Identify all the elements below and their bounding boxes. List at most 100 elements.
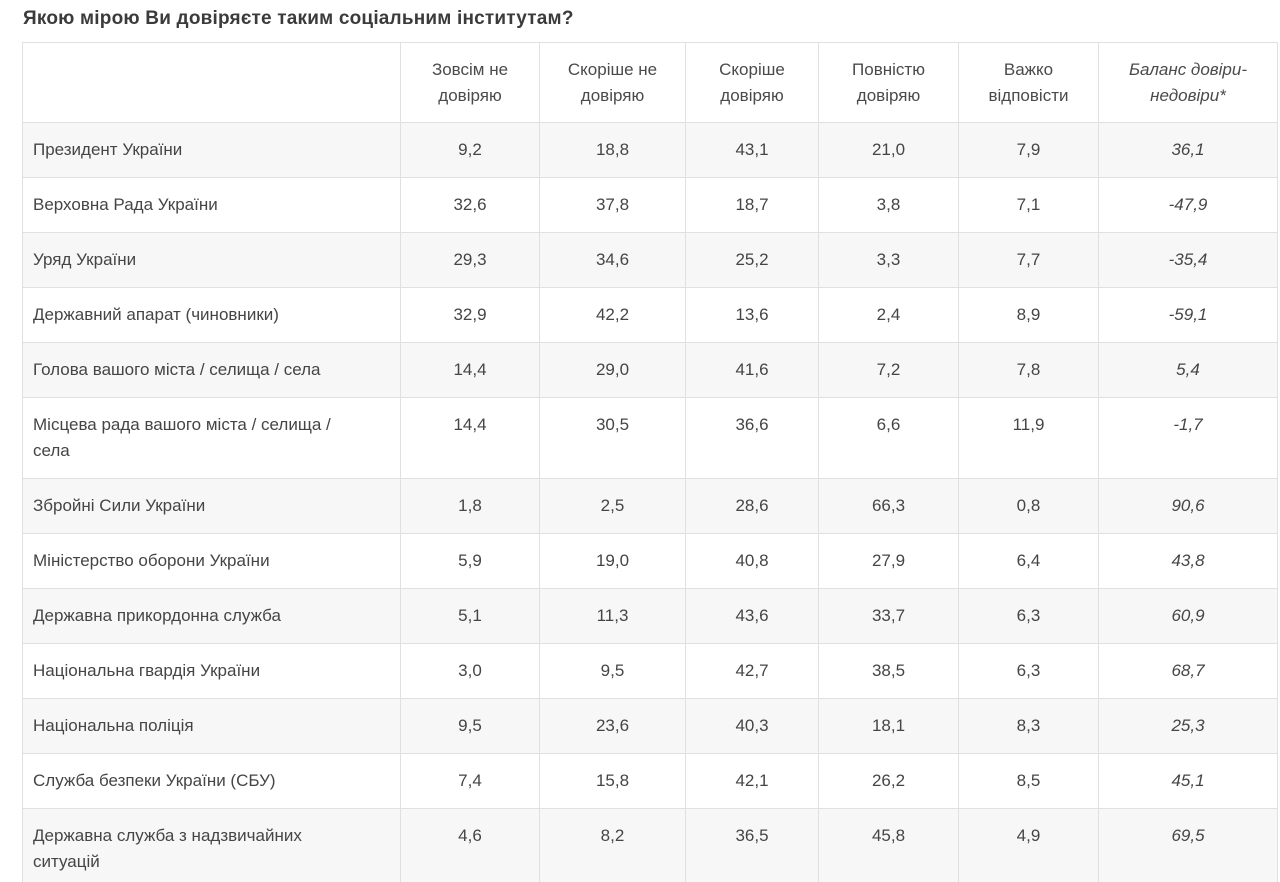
- value-cell: 34,6: [539, 232, 686, 288]
- value-cell: 4,9: [958, 808, 1099, 882]
- value-cell: 9,2: [400, 122, 540, 178]
- value-cell: 5,9: [400, 533, 540, 589]
- value-cell: 8,2: [539, 808, 686, 882]
- table-body: Президент України 9,2 18,8 43,1 21,0 7,9 36,1 В…: [22, 122, 1278, 882]
- header-cell-empty: [22, 42, 401, 123]
- table-row: Державна служба з надзвичайних ситуацій 4…: [22, 808, 1278, 882]
- row-label: Голова вашого міста / селища / села: [22, 342, 401, 398]
- value-cell: 6,6: [818, 397, 959, 479]
- value-cell: 11,3: [539, 588, 686, 644]
- value-cell: 30,5: [539, 397, 686, 479]
- value-cell: 43,1: [685, 122, 819, 178]
- header-row: Зовсім не довіряю Скоріше не довіряю Скорі…: [22, 42, 1278, 123]
- row-label: Уряд України: [22, 232, 401, 288]
- value-cell: 1,8: [400, 478, 540, 534]
- value-cell: 7,9: [958, 122, 1099, 178]
- value-cell: 42,2: [539, 287, 686, 343]
- table-row: Голова вашого міста / селища / села 14,4 2…: [22, 342, 1278, 398]
- value-cell: 15,8: [539, 753, 686, 809]
- value-cell: 6,3: [958, 588, 1099, 644]
- balance-value-cell: -35,4: [1098, 232, 1278, 288]
- value-cell: 7,2: [818, 342, 959, 398]
- value-cell: 21,0: [818, 122, 959, 178]
- value-cell: 29,3: [400, 232, 540, 288]
- value-cell: 40,8: [685, 533, 819, 589]
- balance-value-cell: -47,9: [1098, 177, 1278, 233]
- value-cell: 18,1: [818, 698, 959, 754]
- value-cell: 8,9: [958, 287, 1099, 343]
- page-title: Якою мірою Ви довіряєте таким соціальним…: [23, 8, 574, 29]
- table-row: Місцева рада вашого міста / селища / сел…: [22, 397, 1278, 479]
- value-cell: 43,6: [685, 588, 819, 644]
- table-row: Служба безпеки України (СБУ) 7,4 15,8 42,1 2…: [22, 753, 1278, 809]
- value-cell: 9,5: [400, 698, 540, 754]
- row-label: Національна гвардія України: [22, 643, 401, 699]
- header-cell: Баланс довіри-недовіри*: [1098, 42, 1278, 123]
- balance-value-cell: -1,7: [1098, 397, 1278, 479]
- balance-value-cell: 5,4: [1098, 342, 1278, 398]
- value-cell: 8,3: [958, 698, 1099, 754]
- header-cell: Скоріше не довіряю: [539, 42, 686, 123]
- table-row: Верховна Рада України 32,6 37,8 18,7 3,8 7,1-…: [22, 177, 1278, 233]
- row-label: Верховна Рада України: [22, 177, 401, 233]
- header-cell: Зовсім не довіряю: [400, 42, 540, 123]
- row-label: Державна прикордонна служба: [22, 588, 401, 644]
- value-cell: 42,7: [685, 643, 819, 699]
- value-cell: 66,3: [818, 478, 959, 534]
- value-cell: 29,0: [539, 342, 686, 398]
- value-cell: 3,0: [400, 643, 540, 699]
- row-label: Національна поліція: [22, 698, 401, 754]
- value-cell: 8,5: [958, 753, 1099, 809]
- balance-value-cell: 36,1: [1098, 122, 1278, 178]
- balance-value-cell: 69,5: [1098, 808, 1278, 882]
- table-row: Міністерство оборони України 5,9 19,0 40,8 2…: [22, 533, 1278, 589]
- value-cell: 7,4: [400, 753, 540, 809]
- table-row: Державний апарат (чиновники) 32,9 42,2 13,6…: [22, 287, 1278, 343]
- value-cell: 18,7: [685, 177, 819, 233]
- balance-value-cell: 43,8: [1098, 533, 1278, 589]
- value-cell: 36,6: [685, 397, 819, 479]
- value-cell: 2,5: [539, 478, 686, 534]
- row-label: Служба безпеки України (СБУ): [22, 753, 401, 809]
- value-cell: 33,7: [818, 588, 959, 644]
- value-cell: 37,8: [539, 177, 686, 233]
- balance-value-cell: 68,7: [1098, 643, 1278, 699]
- value-cell: 7,8: [958, 342, 1099, 398]
- table-row: Президент України 9,2 18,8 43,1 21,0 7,9 36,1: [22, 122, 1278, 178]
- value-cell: 7,1: [958, 177, 1099, 233]
- balance-value-cell: 60,9: [1098, 588, 1278, 644]
- header-cell: Скоріше довіряю: [685, 42, 819, 123]
- value-cell: 25,2: [685, 232, 819, 288]
- value-cell: 27,9: [818, 533, 959, 589]
- value-cell: 7,7: [958, 232, 1099, 288]
- row-label: Міністерство оборони України: [22, 533, 401, 589]
- value-cell: 45,8: [818, 808, 959, 882]
- value-cell: 38,5: [818, 643, 959, 699]
- table-row: Державна прикордонна служба 5,1 11,3 43,6 33…: [22, 588, 1278, 644]
- value-cell: 6,3: [958, 643, 1099, 699]
- value-cell: 11,9: [958, 397, 1099, 479]
- header-cell: Важко відповісти: [958, 42, 1099, 123]
- value-cell: 5,1: [400, 588, 540, 644]
- table-row: Збройні Сили України 1,8 2,5 28,6 66,3 0,8 90,…: [22, 478, 1278, 534]
- value-cell: 14,4: [400, 342, 540, 398]
- table-header: Зовсім не довіряю Скоріше не довіряю Скорі…: [22, 42, 1278, 123]
- value-cell: 42,1: [685, 753, 819, 809]
- value-cell: 36,5: [685, 808, 819, 882]
- value-cell: 3,8: [818, 177, 959, 233]
- value-cell: 26,2: [818, 753, 959, 809]
- value-cell: 28,6: [685, 478, 819, 534]
- value-cell: 9,5: [539, 643, 686, 699]
- row-label: Президент України: [22, 122, 401, 178]
- header-cell: Повністю довіряю: [818, 42, 959, 123]
- balance-value-cell: 90,6: [1098, 478, 1278, 534]
- value-cell: 32,6: [400, 177, 540, 233]
- value-cell: 19,0: [539, 533, 686, 589]
- balance-value-cell: -59,1: [1098, 287, 1278, 343]
- table-row: Національна гвардія України 3,0 9,5 42,7 38,…: [22, 643, 1278, 699]
- row-label: Місцева рада вашого міста / селища / сел…: [22, 397, 401, 479]
- value-cell: 4,6: [400, 808, 540, 882]
- value-cell: 13,6: [685, 287, 819, 343]
- row-label: Збройні Сили України: [22, 478, 401, 534]
